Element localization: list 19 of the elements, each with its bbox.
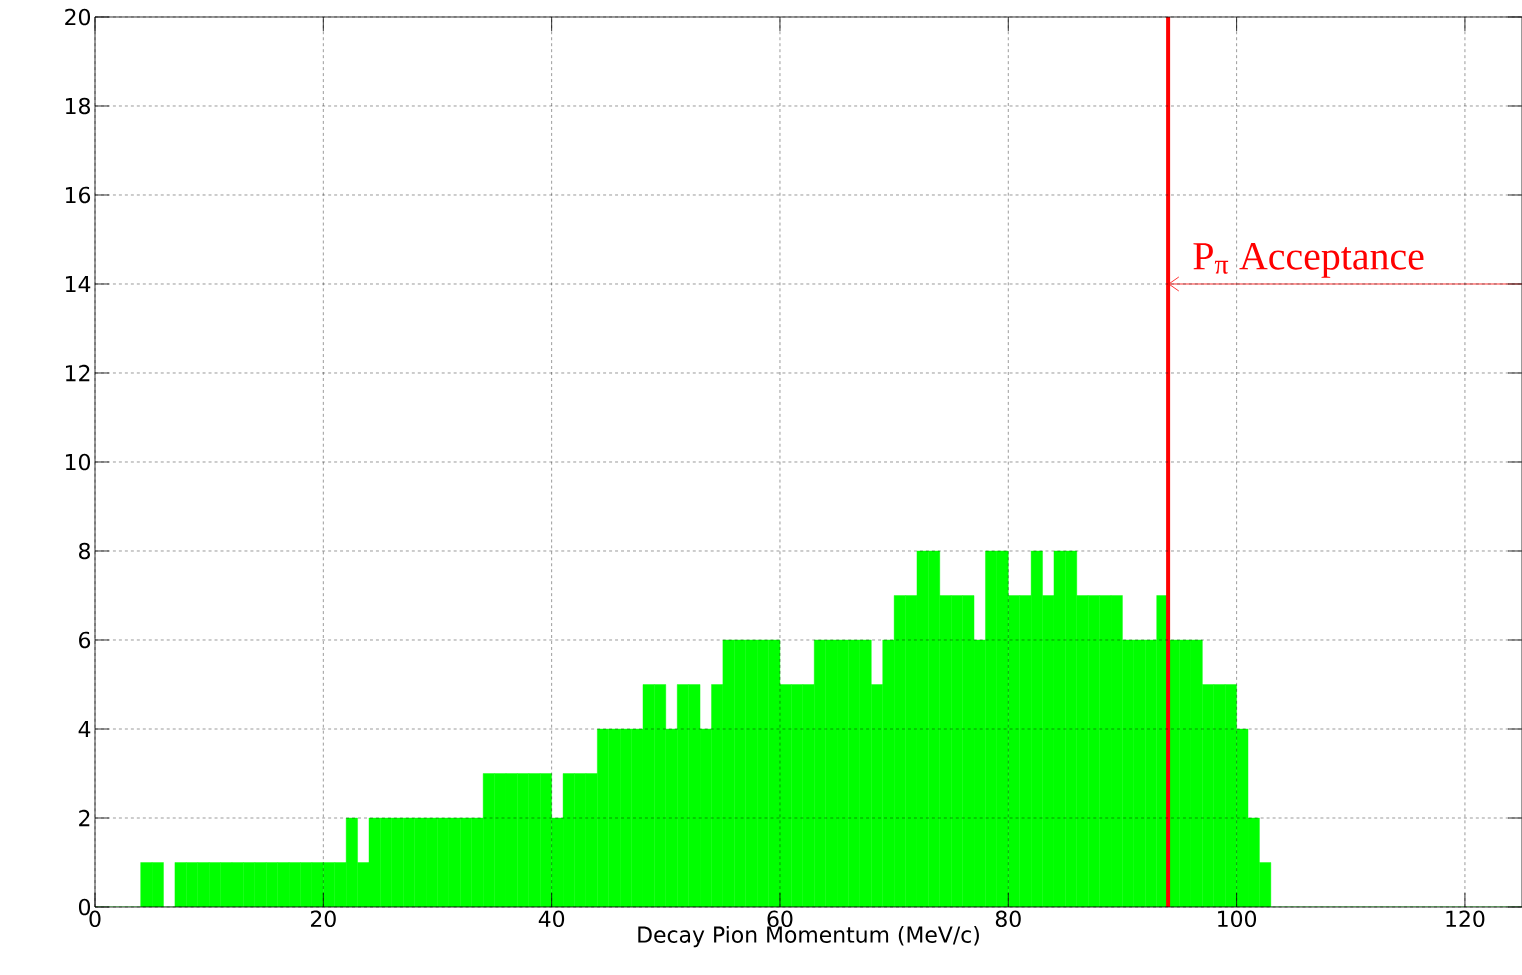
ref-line-label: P$_{π}$ Acceptance: [1193, 243, 1424, 278]
y-tick-label: 8: [79, 542, 90, 560]
x-axis-title: Decay Pion Momentum (MeV/c): [638, 925, 979, 948]
y-tick-label: 10: [66, 453, 91, 471]
x-tick-label: 100: [1218, 910, 1257, 928]
x-tick-label: 120: [1446, 910, 1485, 928]
y-tick-label: 16: [66, 186, 91, 204]
x-tick-label: 80: [995, 910, 1021, 928]
y-tick-label: 14: [66, 276, 91, 292]
x-tick-label: 40: [538, 910, 565, 928]
y-tick-label: 6: [79, 631, 91, 649]
x-tick-label: 60: [767, 910, 793, 928]
y-tick-label: 18: [66, 97, 90, 115]
y-tick-label: 20: [65, 8, 91, 26]
y-tick-label: 12: [66, 364, 90, 382]
y-tick-label: 0: [78, 898, 91, 916]
y-tick-label: 4: [78, 721, 91, 737]
x-tick-label: 20: [310, 910, 336, 928]
y-tick-label: 2: [79, 809, 90, 827]
